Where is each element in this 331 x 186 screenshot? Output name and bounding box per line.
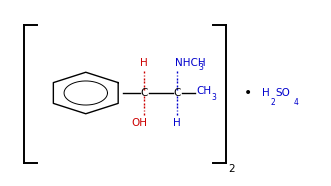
Text: C: C (141, 88, 148, 98)
Text: 3: 3 (199, 63, 204, 72)
Text: CH: CH (196, 86, 211, 96)
Text: 2: 2 (228, 164, 235, 174)
Text: OH: OH (131, 118, 148, 129)
Text: SO: SO (275, 88, 290, 98)
Text: 2: 2 (270, 98, 275, 108)
Text: 4: 4 (294, 98, 299, 108)
Text: H: H (261, 88, 269, 98)
Text: 3: 3 (212, 93, 216, 102)
Text: H: H (173, 118, 181, 129)
Text: C: C (173, 88, 181, 98)
Text: NHCH: NHCH (175, 57, 206, 68)
Text: H: H (140, 57, 148, 68)
Text: •: • (244, 86, 253, 100)
